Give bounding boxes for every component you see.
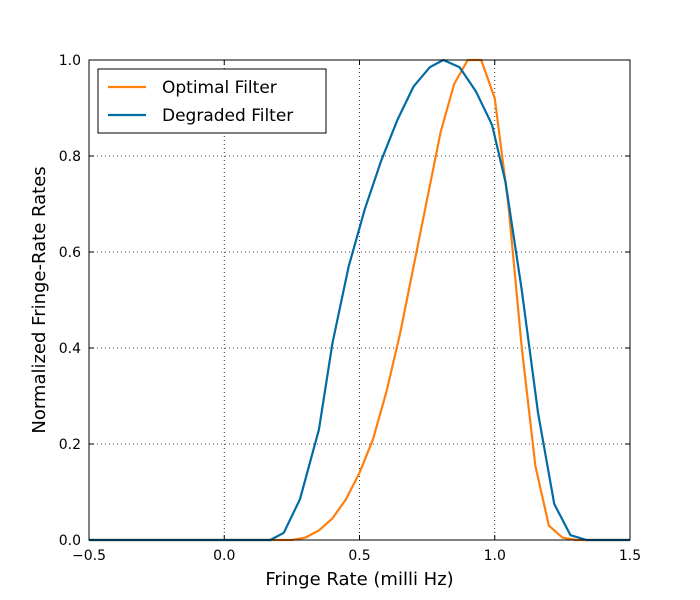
legend-label: Degraded Filter bbox=[162, 106, 293, 126]
series-line-degraded-filter bbox=[89, 58, 630, 542]
series-line-optimal-filter bbox=[89, 58, 630, 542]
series-lines bbox=[89, 58, 630, 542]
x-tick-label: −0.5 bbox=[72, 548, 106, 564]
y-tick-label: 0.8 bbox=[59, 149, 81, 165]
x-tick-label: 0.5 bbox=[348, 548, 370, 564]
y-tick-label: 0.6 bbox=[59, 245, 81, 261]
x-tick-label: 1.5 bbox=[619, 548, 641, 564]
x-axis-label: Fringe Rate (milli Hz) bbox=[265, 569, 453, 590]
y-tick-label: 1.0 bbox=[59, 53, 81, 69]
x-tick-label: 0.0 bbox=[213, 548, 235, 564]
legend-box bbox=[97, 68, 327, 134]
y-tick-label: 0.2 bbox=[59, 437, 81, 453]
axis-ticks: −0.5 0.0 0.5 1.0 1.50.00.20.40.60.81.0 bbox=[59, 53, 641, 564]
y-axis-label: Normalized Fringe-Rate Rates bbox=[29, 166, 50, 433]
y-tick-label: 0.0 bbox=[59, 533, 81, 549]
legend-label: Optimal Filter bbox=[162, 78, 277, 98]
y-tick-label: 0.4 bbox=[59, 341, 81, 357]
x-tick-label: 1.0 bbox=[484, 548, 506, 564]
legend: Optimal Filter Degraded Filter bbox=[97, 68, 327, 134]
